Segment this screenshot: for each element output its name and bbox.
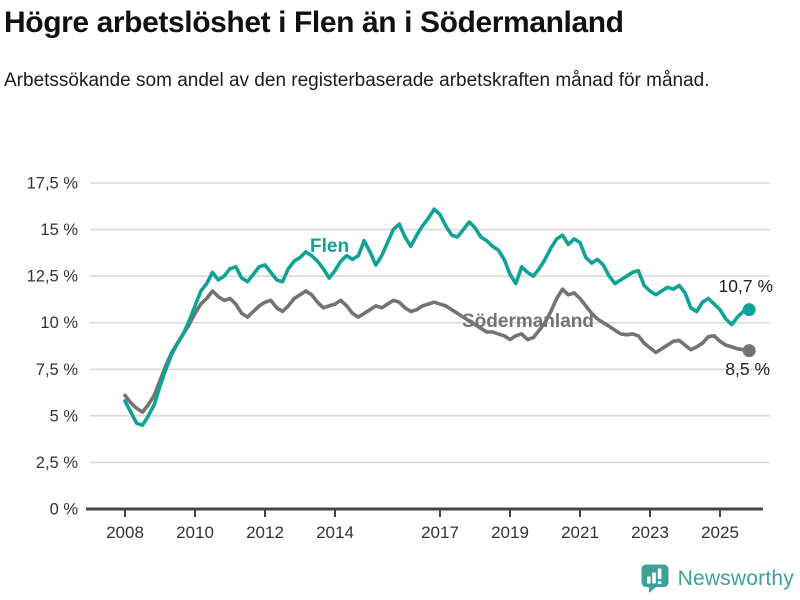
page-subtitle: Arbetssökande som andel av den registerb… <box>4 70 710 91</box>
x-tick-label: 2012 <box>246 523 284 542</box>
y-axis-labels: 0 % 2,5 % 5 % 7,5 % 10 % 12,5 % 15 % 17,5 % <box>27 175 79 519</box>
x-tick-label: 2017 <box>421 523 459 542</box>
y-tick-label: 15 % <box>40 221 78 239</box>
end-value-label-flen: 10,7 % <box>719 276 773 296</box>
y-tick-label: 17,5 % <box>27 175 79 193</box>
series-end-dot-södermanland <box>742 344 756 358</box>
y-tick-label: 7,5 % <box>36 361 79 379</box>
x-tick-label: 2021 <box>561 523 599 542</box>
series-line-flen <box>123 207 751 427</box>
x-tick-label: 2008 <box>106 523 144 542</box>
x-tick-label: 2010 <box>176 523 214 542</box>
data-series <box>123 207 756 427</box>
y-tick-label: 5 % <box>50 407 79 425</box>
newsworthy-bubble-barchart-icon <box>641 564 669 593</box>
series-line-södermanland <box>123 287 751 414</box>
x-tick-label: 2023 <box>631 523 669 542</box>
page-title: Högre arbetslöshet i Flen än i Södermanl… <box>4 6 624 39</box>
y-tick-label: 2,5 % <box>36 454 79 472</box>
series-label-flen: Flen <box>310 236 349 257</box>
y-tick-label: 0 % <box>50 501 79 519</box>
x-axis <box>86 507 763 517</box>
brand-name: Newsworthy <box>677 566 794 590</box>
gridlines <box>90 182 770 464</box>
newsworthy-logo[interactable]: Newsworthy <box>640 563 794 594</box>
y-tick-label: 12,5 % <box>27 268 79 286</box>
end-value-label-sodermanland: 8,5 % <box>725 359 770 379</box>
x-axis-labels: 2008 2010 2012 2014 2017 2019 2021 2023 2025 <box>106 523 739 542</box>
x-tick-label: 2014 <box>316 523 354 542</box>
x-tick-label: 2025 <box>701 523 739 542</box>
series-label-sodermanland: Södermanland <box>462 311 594 332</box>
y-tick-label: 10 % <box>40 314 78 332</box>
x-tick-label: 2019 <box>491 523 529 542</box>
series-end-dot-flen <box>742 303 756 317</box>
